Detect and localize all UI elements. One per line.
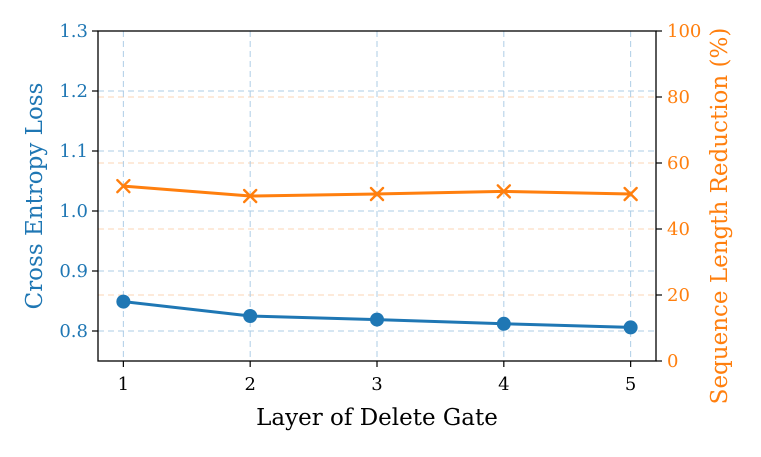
- left-tick-label: 1.3: [59, 21, 88, 42]
- right-tick-label: 20: [667, 285, 690, 306]
- x-axis-ticks: 1 2 3 4 5: [118, 361, 636, 395]
- series-layer: [116, 178, 638, 335]
- x-tick-label: 2: [244, 374, 255, 395]
- loss-data-point: [496, 316, 511, 331]
- right-axis-ticks: 0 20 40 60 80 100: [656, 21, 701, 372]
- x-tick-label: 1: [118, 374, 129, 395]
- left-axis-ticks: 0.8 0.9 1.0 1.1 1.2 1.3: [59, 21, 98, 342]
- x-marker-stroke: [369, 186, 385, 202]
- left-tick-label: 1.0: [59, 201, 88, 222]
- x-marker-stroke: [623, 186, 638, 202]
- x-marker-stroke: [496, 184, 512, 199]
- loss-data-point: [623, 320, 638, 335]
- reduction-data-point: [623, 186, 638, 202]
- left-tick-label: 0.8: [59, 321, 88, 342]
- reduction-data-point: [242, 188, 258, 204]
- right-tick-label: 0: [667, 351, 678, 372]
- loss-data-point: [243, 309, 258, 323]
- x-tick-label: 4: [498, 374, 509, 395]
- x-axis-label: Layer of Delete Gate: [256, 405, 498, 431]
- left-tick-label: 1.2: [59, 81, 88, 102]
- reduction-data-point: [496, 184, 512, 199]
- left-tick-label: 1.1: [59, 141, 88, 162]
- x-marker-stroke: [242, 188, 258, 204]
- right-tick-label: 60: [667, 153, 690, 174]
- x-tick-label: 3: [371, 374, 382, 395]
- left-tick-label: 0.9: [59, 261, 88, 282]
- right-y-axis-label: Sequence Length Reduction (%): [707, 28, 733, 405]
- left-y-axis-label: Cross Entropy Loss: [22, 83, 48, 310]
- reduction-data-point: [369, 186, 385, 202]
- x-marker-stroke: [116, 178, 131, 194]
- loss-data-point: [116, 294, 131, 309]
- right-tick-label: 80: [667, 87, 690, 108]
- x-tick-label: 5: [625, 374, 636, 395]
- right-tick-label: 100: [667, 21, 701, 42]
- right-tick-label: 40: [667, 219, 690, 240]
- loss-data-point: [370, 312, 384, 327]
- reduction-data-point: [116, 178, 131, 194]
